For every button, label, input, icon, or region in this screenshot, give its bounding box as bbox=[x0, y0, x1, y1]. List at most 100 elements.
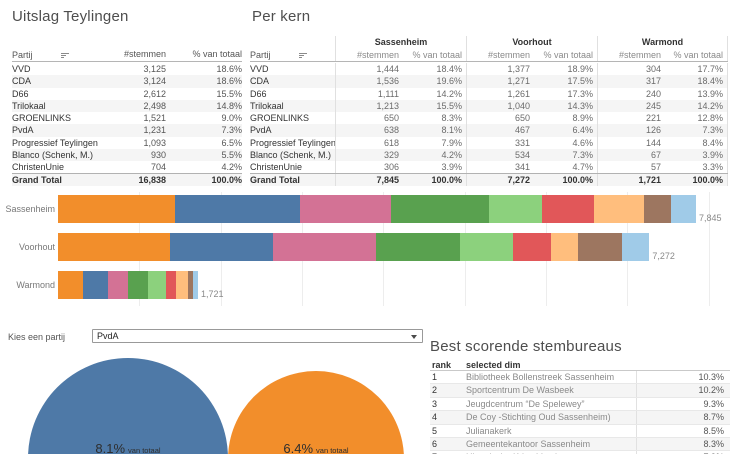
stembureau-row[interactable]: 2 Sportcentrum De Wasbeek 10.2% bbox=[430, 384, 730, 398]
left-grand-total-row[interactable]: Grand Total 16,838 100.0% bbox=[12, 173, 242, 186]
bar-segment-D66[interactable] bbox=[273, 233, 376, 261]
per-kern-table-row[interactable]: PvdA 638 8.1% 467 6.4% 126 7.3% bbox=[250, 124, 728, 137]
per-kern-grand-total-row[interactable]: Grand Total 7,845 100.0% 7,272 100.0% 1,721 10… bbox=[250, 173, 728, 186]
rank-column-header: rank bbox=[432, 360, 452, 370]
per-kern-table-row[interactable]: ChristenUnie 306 3.9% 341 4.7% 57 3.3% bbox=[250, 161, 728, 174]
left-table-row[interactable]: Progressief Teylingen 1,093 6.5% bbox=[12, 137, 242, 149]
bar-segment-Blanco (Schenk, M.)[interactable] bbox=[187, 271, 194, 299]
bar-segment-VVD[interactable] bbox=[58, 195, 176, 223]
pct-cell: 8.3% bbox=[441, 113, 462, 123]
stemmen-cell: 2,612 bbox=[143, 88, 166, 99]
pct-cell: 14.2% bbox=[436, 88, 462, 99]
sort-descending-icon[interactable] bbox=[60, 53, 69, 58]
stembureau-row[interactable]: 3 Jeugdcentrum “De Spelewey” 9.3% bbox=[430, 397, 730, 412]
stemmen-cell: 306 bbox=[335, 161, 399, 174]
bar-segment-CDA[interactable] bbox=[169, 233, 274, 261]
stemmen-cell: 1,721 bbox=[597, 174, 661, 186]
per-kern-table-row[interactable]: D66 1,111 14.2% 1,261 17.3% 240 13.9% bbox=[250, 87, 728, 100]
left-table-row[interactable]: GROENLINKS 1,521 9.0% bbox=[12, 112, 242, 124]
per-kern-table-row[interactable]: CDA 1,536 19.6% 1,271 17.5% 317 18.4% bbox=[250, 75, 728, 88]
stembureau-row[interactable]: 4 De Coy -Stichting Oud Sassenheim) 8.7% bbox=[430, 411, 730, 425]
per-kern-table-row[interactable]: VVD 1,444 18.4% 1,377 18.9% 304 17.7% bbox=[250, 63, 728, 76]
bar-segment-PvdA[interactable] bbox=[513, 233, 552, 261]
left-table-row[interactable]: PvdA 1,231 7.3% bbox=[12, 124, 242, 137]
bar-segment-ChristenUnie[interactable] bbox=[621, 233, 650, 261]
left-table-row[interactable]: Trilokaal 2,498 14.8% bbox=[12, 99, 242, 112]
stembureau-pct-cell: 8.3% bbox=[703, 438, 724, 449]
pct-cell: 15.5% bbox=[436, 100, 462, 111]
bar-segment-Trilokaal[interactable] bbox=[390, 195, 490, 223]
stemmen-subheader: #stemmen bbox=[597, 49, 661, 61]
stemmen-cell: 245 bbox=[597, 99, 661, 112]
selected-dim-column-header: selected dim bbox=[466, 360, 521, 370]
stemmen-cell: 3,125 bbox=[143, 64, 166, 74]
stemmen-cell: 16,838 bbox=[138, 175, 166, 186]
per-kern-table-row[interactable]: GROENLINKS 650 8.3% 650 8.9% 221 12.8% bbox=[250, 112, 728, 125]
bar-segment-Blanco (Schenk, M.)[interactable] bbox=[644, 195, 672, 223]
bar-segment-CDA[interactable] bbox=[82, 271, 109, 299]
bar-segment-Trilokaal[interactable] bbox=[128, 271, 148, 299]
stemmen-cell: 7,845 bbox=[335, 174, 399, 186]
bar-segment-PvdA[interactable] bbox=[165, 271, 177, 299]
stemmen-cell: 221 bbox=[597, 112, 661, 125]
pct-cell: 3.9% bbox=[441, 162, 462, 172]
bar-segment-Progressief Teylingen[interactable] bbox=[176, 271, 188, 299]
bar-segment-D66[interactable] bbox=[300, 195, 391, 223]
stembureau-row[interactable]: 6 Gemeentekantoor Sassenheim 8.3% bbox=[430, 437, 730, 452]
stemmen-cell: 1,261 bbox=[466, 87, 530, 100]
sort-descending-icon[interactable] bbox=[298, 53, 307, 58]
pct-cell: 7.9% bbox=[441, 137, 462, 148]
bar-total-label: 7,272 bbox=[652, 251, 675, 261]
left-table-row[interactable]: Blanco (Schenk, M.) 930 5.5% bbox=[12, 148, 242, 161]
left-table-row[interactable]: VVD 3,125 18.6% bbox=[12, 63, 242, 75]
bar-segment-CDA[interactable] bbox=[175, 195, 301, 223]
stembureau-row[interactable]: 5 Julianakerk 8.5% bbox=[430, 424, 730, 438]
stembureau-name-cell: De Coy -Stichting Oud Sassenheim) bbox=[466, 411, 637, 424]
stemmen-cell: 1,093 bbox=[143, 137, 166, 148]
pct-cell: 6.5% bbox=[221, 137, 242, 148]
per-kern-table-row[interactable]: Trilokaal 1,213 15.5% 1,040 14.3% 245 14.2% bbox=[250, 99, 728, 112]
bar-segment-GROENLINKS[interactable] bbox=[489, 195, 543, 223]
left-table-row[interactable]: ChristenUnie 704 4.2% bbox=[12, 161, 242, 173]
bar-segment-ChristenUnie[interactable] bbox=[193, 271, 198, 299]
bar-segment-PvdA[interactable] bbox=[542, 195, 595, 223]
bar-segment-D66[interactable] bbox=[108, 271, 128, 299]
left-table-row[interactable]: CDA 3,124 18.6% bbox=[12, 75, 242, 88]
pct-cell: 18.6% bbox=[216, 76, 242, 87]
party-filter-dropdown[interactable]: PvdA bbox=[92, 329, 423, 343]
stemmen-cell: 240 bbox=[597, 87, 661, 100]
bar-segment-Progressief Teylingen[interactable] bbox=[551, 233, 579, 261]
stemmen-cell: 1,444 bbox=[335, 63, 399, 76]
partij-cell: Blanco (Schenk, M.) bbox=[12, 149, 94, 160]
stembureaus-header: rank selected dim bbox=[430, 360, 730, 371]
bar-category-label: Voorhout bbox=[18, 242, 55, 252]
bar-segment-VVD[interactable] bbox=[58, 271, 83, 299]
stembureau-row[interactable]: 1 Bibliotheek Bollenstreek Sassenheim 10.3… bbox=[430, 371, 730, 385]
stemmen-cell: 7,272 bbox=[466, 174, 530, 186]
pct-cell: 18.9% bbox=[567, 64, 593, 74]
bar-segment-Trilokaal[interactable] bbox=[375, 233, 461, 261]
bar-segment-GROENLINKS[interactable] bbox=[147, 271, 166, 299]
partij-cell: D66 bbox=[12, 88, 29, 99]
per-kern-table-row[interactable]: Progressief Teylingen 618 7.9% 331 4.6% 144 8.… bbox=[250, 136, 728, 149]
bar-segment-ChristenUnie[interactable] bbox=[671, 195, 696, 223]
left-table-row[interactable]: D66 2,612 15.5% bbox=[12, 88, 242, 100]
pct-cell: 9.0% bbox=[221, 113, 242, 123]
bar-segment-Progressief Teylingen[interactable] bbox=[594, 195, 645, 223]
stemmen-cell: 1,111 bbox=[335, 87, 399, 100]
rank-cell: 7 bbox=[430, 451, 466, 454]
bar-segment-Blanco (Schenk, M.)[interactable] bbox=[578, 233, 622, 261]
bar-segment-GROENLINKS[interactable] bbox=[460, 233, 514, 261]
stemmen-cell: 304 bbox=[597, 63, 661, 76]
stemmen-cell: 704 bbox=[150, 162, 166, 172]
stemmen-cell: 329 bbox=[335, 148, 399, 161]
stemmen-cell: 57 bbox=[597, 161, 661, 174]
per-kern-table-row[interactable]: Blanco (Schenk, M.) 329 4.2% 534 7.3% 67 3.9% bbox=[250, 148, 728, 161]
stembureau-pct-cell: 8.5% bbox=[703, 425, 724, 436]
partij-cell: Trilokaal bbox=[12, 100, 46, 111]
bar-segment-VVD[interactable] bbox=[58, 233, 170, 261]
stembureau-name-cell: Julianakerk bbox=[466, 424, 637, 437]
pct-cell: 3.9% bbox=[661, 148, 728, 161]
partij-cell: Trilokaal bbox=[250, 100, 284, 111]
